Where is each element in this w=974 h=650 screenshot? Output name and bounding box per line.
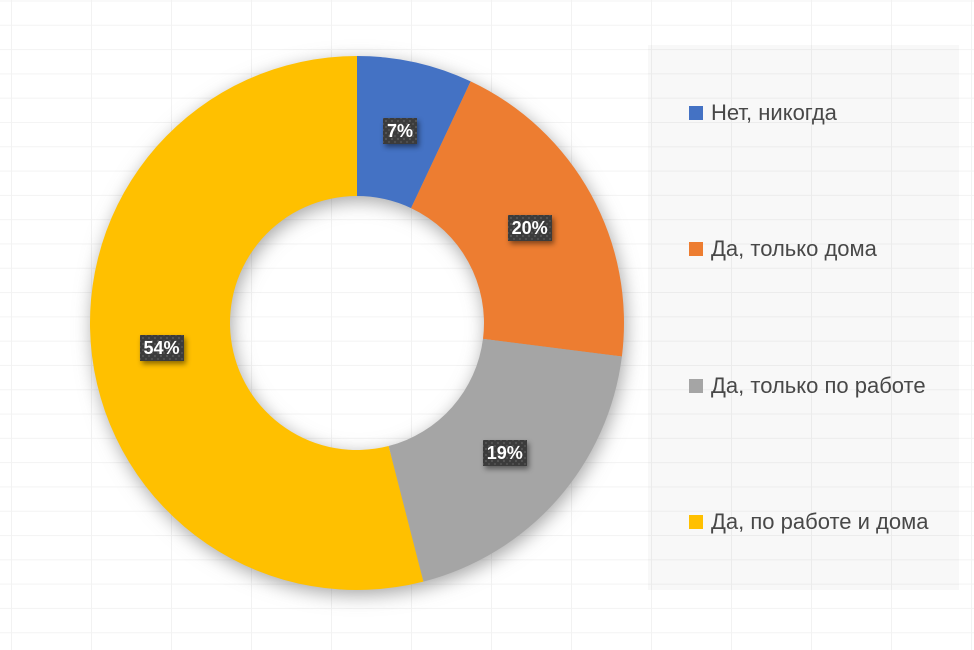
slice-2[interactable] <box>411 81 624 357</box>
slice-1[interactable] <box>357 56 471 209</box>
legend-swatch-icon <box>689 242 703 257</box>
slice-4[interactable] <box>89 56 424 590</box>
legend-item-3[interactable]: Да, только по работе <box>689 373 959 399</box>
data-label-3: 19% <box>483 440 527 466</box>
legend-label: Да, по работе и дома <box>711 508 929 534</box>
legend: Нет, никогда Да, только дома Да, только … <box>648 45 959 590</box>
legend-item-4[interactable]: Да, по работе и дома <box>689 509 959 535</box>
legend-label: Да, только дома <box>711 236 877 262</box>
data-label-2: 20% <box>508 215 552 241</box>
legend-swatch-icon <box>689 378 703 393</box>
data-label-4: 54% <box>140 335 184 361</box>
legend-swatch-icon <box>689 514 703 529</box>
legend-label: Да, только по работе <box>711 372 926 398</box>
legend-label: Нет, никогда <box>711 100 837 126</box>
donut-slices <box>89 56 624 590</box>
data-label-1: 7% <box>383 118 417 144</box>
legend-item-1[interactable]: Нет, никогда <box>689 100 959 126</box>
legend-item-2[interactable]: Да, только дома <box>689 236 959 262</box>
legend-swatch-icon <box>689 106 703 121</box>
